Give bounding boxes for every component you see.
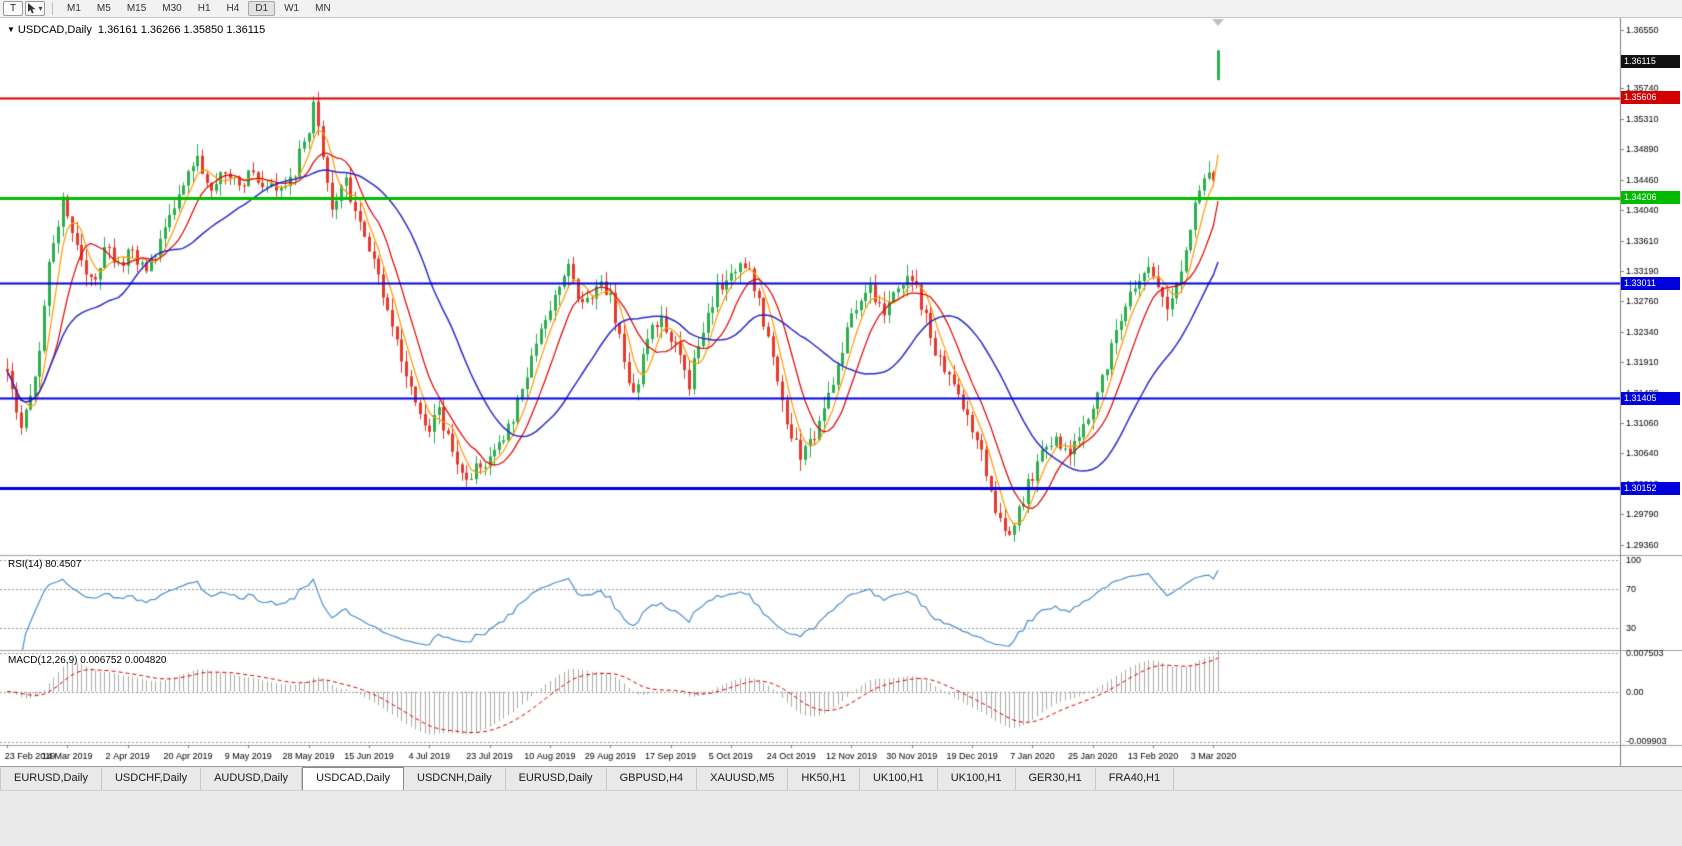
timeframe-button-MN[interactable]: MN [315, 3, 331, 14]
timeframe-button-M1[interactable]: M1 [67, 3, 81, 14]
rsi-indicator-label: RSI(14) 80.4507 [8, 559, 82, 570]
chart-tab-USDCNH-Daily[interactable]: USDCNH,Daily [404, 768, 506, 790]
symbol-name: USDCAD,Daily [17, 24, 92, 36]
chart-tab-HK50-H1[interactable]: HK50,H1 [788, 768, 860, 790]
macd-indicator-label: MACD(12,26,9) 0.006752 0.004820 [8, 655, 167, 666]
symbol-dropdown-triangle-icon: ▼ [7, 25, 15, 34]
chart-tab-GER30-H1[interactable]: GER30,H1 [1015, 768, 1096, 790]
timeframe-button-M15[interactable]: M15 [126, 3, 147, 14]
level-line-badge: 1.30152 [1621, 481, 1680, 495]
timeframe-button-M5[interactable]: M5 [96, 3, 111, 14]
chart-tab-FRA40-H1[interactable]: FRA40,H1 [1095, 768, 1175, 790]
text-tool-button[interactable]: T [3, 1, 23, 16]
toolbar-separator [52, 2, 53, 15]
level-line-badge: 1.31405 [1621, 391, 1680, 405]
chart-canvas[interactable] [0, 18, 1682, 766]
chart-tab-GBPUSD-H4[interactable]: GBPUSD,H4 [606, 768, 698, 790]
chart-region: ▼ USDCAD,Daily 1.36161 1.36266 1.35850 1.3… [0, 18, 1682, 766]
chart-tab-USDCAD-Daily[interactable]: USDCAD,Daily [302, 767, 405, 790]
ohlc-values: 1.36161 1.36266 1.35850 1.36115 [97, 24, 266, 36]
timeframe-group: M1 M5 M15 M30 H1 H4 D1 W1 MN [60, 1, 338, 16]
timeframe-button-M30[interactable]: M30 [162, 3, 182, 14]
level-line-badge: 1.33011 [1621, 276, 1680, 290]
toolbar: T ▾ M1 M5 M15 M30 H1 H4 D1 W1 MN [0, 0, 1682, 18]
chart-tab-XAUUSD-M5[interactable]: XAUUSD,M5 [697, 768, 789, 790]
cursor-tool-dropdown-button[interactable]: ▾ [25, 1, 45, 16]
current-price-badge: 1.36115 [1621, 54, 1680, 68]
resistance-line-badge: 1.35606 [1621, 91, 1680, 105]
chart-tab-USDCHF-Daily[interactable]: USDCHF,Daily [101, 768, 202, 790]
chevron-down-icon: ▾ [38, 4, 43, 13]
chart-tab-EURUSD-Daily[interactable]: EURUSD,Daily [505, 768, 607, 790]
chart-tab-UK100-H1[interactable]: UK100,H1 [859, 768, 938, 790]
chart-tab-UK100-H1[interactable]: UK100,H1 [937, 768, 1016, 790]
chart-tab-EURUSD-Daily[interactable]: EURUSD,Daily [0, 768, 102, 790]
timeframe-button-W1[interactable]: W1 [284, 3, 300, 14]
chart-tab-AUDUSD-Daily[interactable]: AUDUSD,Daily [201, 768, 303, 790]
chart-symbol-ohlc: ▼ USDCAD,Daily 1.36161 1.36266 1.35850 1.3… [7, 24, 265, 36]
timeframe-button-H1[interactable]: H1 [197, 3, 211, 14]
chart-tab-bar: EURUSD,Daily USDCHF,Daily AUDUSD,Daily USDC… [0, 766, 1682, 790]
support-line-badge: 1.34206 [1621, 191, 1680, 205]
timeframe-button-H4[interactable]: H4 [226, 3, 240, 14]
cursor-icon [28, 3, 36, 14]
timeframe-button-D1[interactable]: D1 [248, 1, 276, 16]
status-bar [0, 790, 1682, 846]
